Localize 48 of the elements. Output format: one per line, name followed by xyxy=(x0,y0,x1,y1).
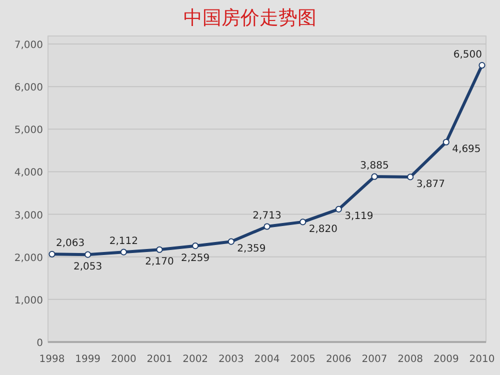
point xyxy=(478,62,486,69)
chart-title: 中国房价走势图 xyxy=(184,7,316,29)
x-tick-label: 1998 xyxy=(39,354,65,365)
x-tick-label: 2004 xyxy=(254,354,280,365)
x-tick-label: 2005 xyxy=(290,354,316,365)
point xyxy=(442,138,450,146)
point xyxy=(264,223,270,230)
point xyxy=(300,218,306,226)
y-tick-label: 0 xyxy=(36,338,43,349)
data-label: 2,713 xyxy=(252,210,282,222)
data-label: 2,359 xyxy=(237,244,266,255)
data-label: 2,053 xyxy=(74,262,102,273)
point xyxy=(407,174,414,180)
point xyxy=(335,206,342,213)
y-tick-label: 1,000 xyxy=(14,295,43,306)
x-tick-label: 2006 xyxy=(326,354,352,365)
y-tick-label: 7,000 xyxy=(14,40,43,51)
x-tick-label: 2002 xyxy=(182,354,208,365)
point xyxy=(48,250,56,258)
y-tick-label: 2,000 xyxy=(14,252,43,264)
point xyxy=(371,173,378,180)
point xyxy=(192,242,199,250)
data-label: 2,820 xyxy=(308,224,338,235)
x-tick-label: 2007 xyxy=(362,354,388,365)
point xyxy=(156,246,163,253)
x-tick-label: 2010 xyxy=(469,354,495,365)
y-tick-label: 5,000 xyxy=(14,125,43,136)
point xyxy=(84,251,92,258)
x-tick-label: 1999 xyxy=(75,354,101,365)
y-tick-label: 3,000 xyxy=(14,210,43,222)
x-tick-label: 2003 xyxy=(218,354,244,365)
data-label: 2,063 xyxy=(56,238,85,250)
x-tick-label: 2000 xyxy=(110,354,136,365)
data-label: 2,259 xyxy=(181,252,210,264)
data-label: 2,170 xyxy=(145,256,174,268)
data-label: 6,500 xyxy=(453,49,482,60)
point xyxy=(228,238,234,245)
data-label: 3,119 xyxy=(344,211,374,222)
data-label: 3,885 xyxy=(360,160,389,172)
data-label: 2,112 xyxy=(109,236,138,248)
y-tick-label: 4,000 xyxy=(14,168,43,179)
y-tick-label: 6,000 xyxy=(14,82,43,94)
data-label: 3,877 xyxy=(416,178,445,190)
data-label: 4,695 xyxy=(452,144,481,156)
x-tick-label: 2009 xyxy=(433,354,459,365)
x-tick-label: 2008 xyxy=(398,354,424,365)
point xyxy=(120,248,127,256)
x-tick-label: 2001 xyxy=(146,354,172,365)
